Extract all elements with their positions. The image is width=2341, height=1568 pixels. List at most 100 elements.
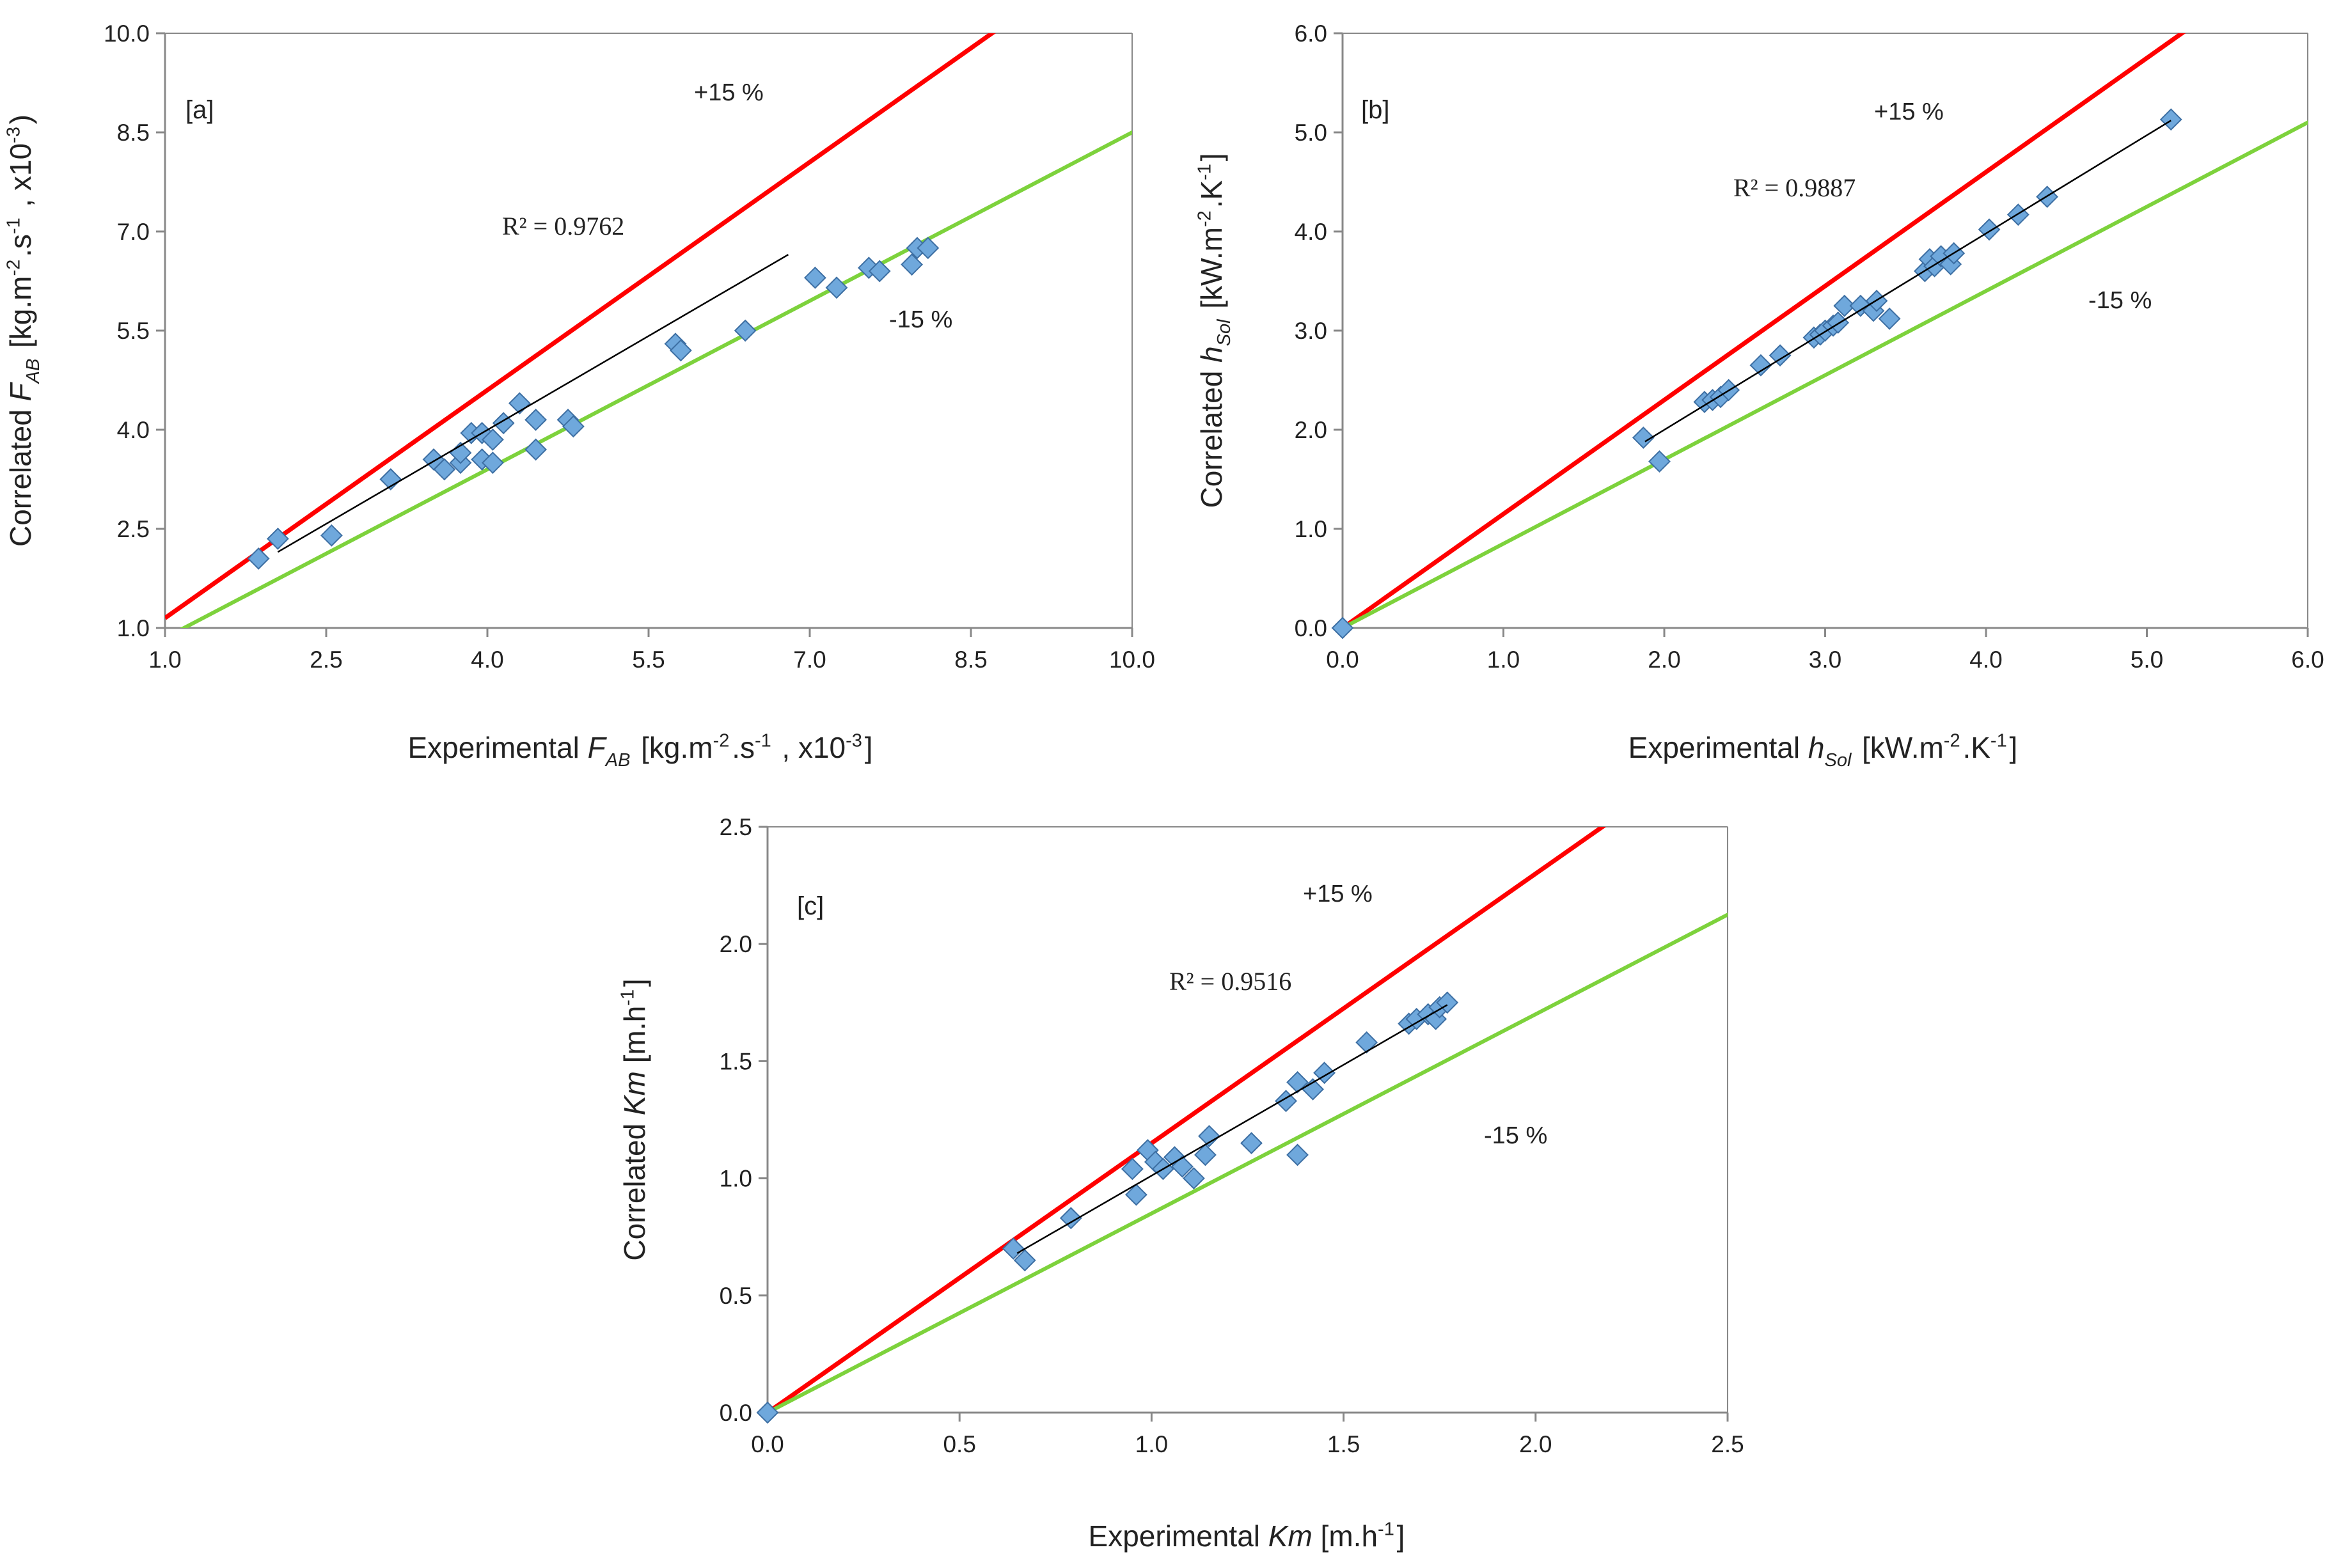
y-tick-label: 4.0 [117, 417, 150, 443]
data-point [562, 415, 585, 438]
minus-15-percent-line [1343, 120, 2308, 628]
panel-label: [b] [1361, 96, 1389, 124]
y-axis-title: Correlated FAB [kg.m-2 .s-1 , x10-3 ) [4, 114, 43, 547]
x-axis-title: Experimental Km [m.h-1 ] [1089, 1519, 1405, 1553]
data-point [1013, 1249, 1036, 1272]
data-point [1749, 354, 1772, 377]
plus-15-label: +15 % [1303, 881, 1373, 907]
x-axis-title: Experimental hSol [kW.m-2 .K-1 ] [1628, 731, 2018, 771]
chart-panel-1: 1.0 2.5 4.0 5.5 7.0 8.5 10.0 1.0 2.5 4.0 5.5 7.0 8.5… [4, 20, 1155, 771]
regression-line [1016, 1004, 1448, 1254]
r-squared-label: R² = 0.9762 [502, 212, 624, 240]
chart-panel-2: 0.0 1.0 2.0 3.0 4.0 5.0 6.0 0.0 1.0 2.0 3.0 4.0 5.0 6… [1195, 20, 2324, 771]
data-point [1240, 1132, 1263, 1155]
data-point [669, 339, 692, 362]
y-tick-label: 1.0 [1295, 516, 1327, 542]
data-point [1198, 1125, 1220, 1148]
reference-lines [165, 33, 1132, 628]
data-point [247, 547, 270, 570]
y-axis-title: Correlated hSol [kW.m-2 .K-1 ] [1195, 153, 1234, 508]
r-squared-label: R² = 0.9516 [1169, 967, 1291, 996]
data-point [1769, 344, 1792, 367]
data-point [481, 428, 504, 451]
reference-lines [1343, 33, 2308, 628]
y-tick-label: 5.0 [1295, 120, 1327, 146]
plus-15-label: +15 % [1874, 98, 1944, 125]
x-tick-label: 5.0 [2131, 647, 2163, 673]
plus-15-percent-line [1343, 33, 2186, 628]
minus-15-percent-line [180, 130, 1132, 628]
x-tick-label: 5.5 [632, 647, 665, 673]
y-tick-label: 2.0 [1295, 417, 1327, 443]
panel-label: [a] [185, 96, 214, 124]
plus-15-percent-line [165, 33, 996, 620]
y-tick-label: 0.0 [1295, 615, 1327, 641]
r-squared-label: R² = 0.9887 [1733, 173, 1856, 202]
data-point [379, 468, 402, 490]
y-tick-label: 1.0 [720, 1166, 752, 1192]
y-tick-label: 6.0 [1295, 20, 1327, 47]
minus-15-label: -15 % [889, 306, 952, 333]
y-tick-label: 0.5 [720, 1283, 752, 1309]
data-point [320, 524, 343, 547]
data-point [803, 266, 826, 289]
data-point [1121, 1157, 1144, 1180]
minus-15-percent-line [768, 913, 1728, 1413]
data-point [1002, 1237, 1025, 1260]
x-tick-label: 1.5 [1327, 1431, 1360, 1457]
x-tick-label: 7.0 [793, 647, 826, 673]
y-tick-label: 2.5 [117, 516, 150, 542]
y-tick-label: 1.0 [117, 615, 150, 641]
data-point [1355, 1031, 1378, 1054]
data-point [1194, 1143, 1217, 1166]
x-tick-label: 2.5 [1711, 1431, 1744, 1457]
data-point [524, 409, 548, 431]
x-tick-label: 1.0 [148, 647, 181, 673]
x-tick-label: 2.0 [1648, 647, 1680, 673]
y-tick-label: 2.0 [720, 931, 752, 957]
x-tick-label: 6.0 [2291, 647, 2324, 673]
minus-15-label: -15 % [2088, 287, 2152, 314]
reference-lines [768, 827, 1728, 1413]
y-tick-label: 3.0 [1295, 318, 1327, 344]
x-tick-label: 0.0 [751, 1431, 784, 1457]
data-point [1632, 426, 1655, 449]
x-tick-label: 3.0 [1809, 647, 1841, 673]
y-tick-label: 7.0 [117, 219, 150, 245]
minus-15-label: -15 % [1484, 1122, 1547, 1149]
data-point [433, 458, 456, 481]
data-point [1286, 1143, 1309, 1166]
x-tick-label: 1.0 [1135, 1431, 1168, 1457]
y-tick-label: 2.5 [720, 814, 752, 840]
regression-line [1644, 120, 2172, 443]
data-point [1331, 616, 1354, 639]
data-point [1878, 307, 1901, 330]
y-tick-label: 0.0 [720, 1400, 752, 1426]
x-tick-label: 4.0 [1969, 647, 2002, 673]
data-point [756, 1401, 779, 1424]
x-tick-label: 8.5 [954, 647, 987, 673]
x-tick-label: 0.0 [1326, 647, 1359, 673]
data-point [481, 451, 504, 474]
x-tick-label: 4.0 [471, 647, 503, 673]
data-point [901, 253, 924, 276]
y-tick-label: 4.0 [1295, 219, 1327, 245]
y-tick-label: 10.0 [104, 20, 150, 47]
y-tick-label: 8.5 [117, 120, 150, 146]
data-point [734, 319, 757, 342]
data-point [1124, 1183, 1147, 1206]
data-point [1286, 1070, 1309, 1094]
x-tick-label: 1.0 [1487, 647, 1520, 673]
data-point [868, 260, 891, 283]
x-axis-title: Experimental FAB [kg.m-2 .s-1 , x10-3 ] [407, 731, 872, 771]
x-tick-label: 10.0 [1109, 647, 1155, 673]
chart-panel-3: 0.0 0.5 1.0 1.5 2.0 2.5 0.0 0.5 1.0 1.5 2.0 2.5 [c] R… [618, 814, 1744, 1553]
data-point [1059, 1207, 1082, 1230]
data-point [524, 438, 548, 461]
data-point [917, 237, 940, 260]
regression-line [277, 254, 789, 553]
data-point [825, 276, 848, 299]
plus-15-label: +15 % [694, 79, 764, 106]
x-tick-label: 2.5 [310, 647, 342, 673]
